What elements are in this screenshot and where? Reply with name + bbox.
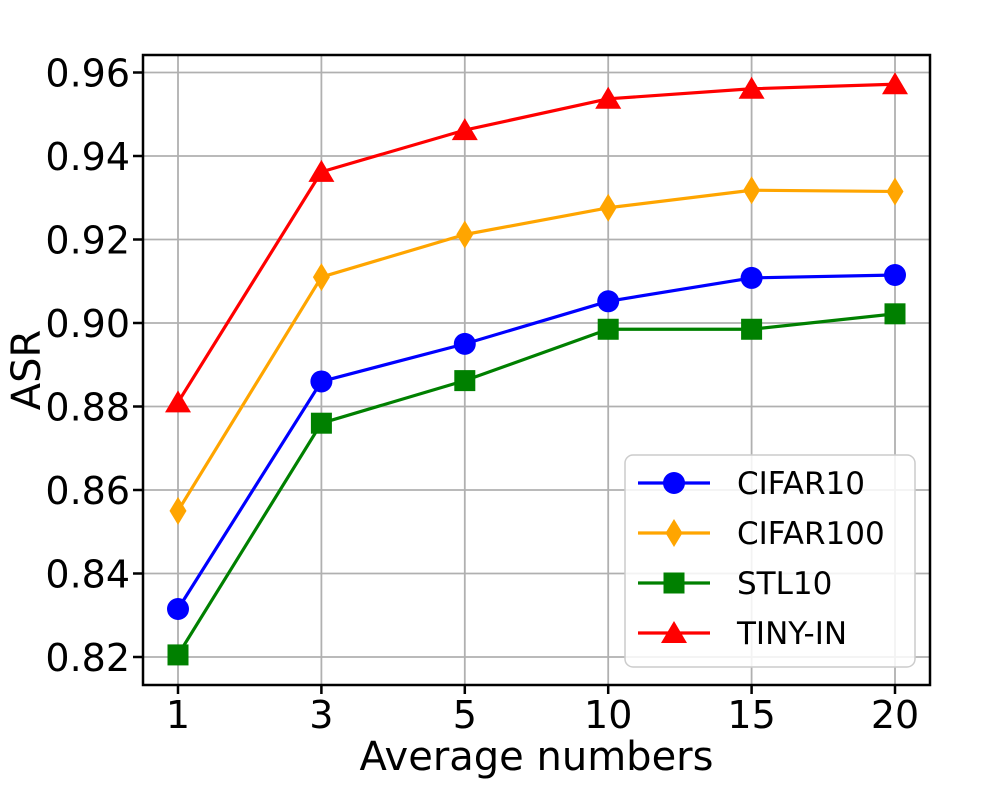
legend-label: CIFAR10: [737, 466, 865, 502]
triangle-marker-icon: [451, 118, 478, 141]
triangle-marker-icon: [738, 76, 765, 99]
square-marker-icon: [597, 318, 619, 340]
series-line-stl10: [176, 312, 896, 656]
y-tick-label: 0.82: [45, 636, 130, 680]
legend-diamond-marker-icon: [665, 519, 683, 547]
legend-item: CIFAR10: [638, 466, 865, 502]
circle-marker-icon: [884, 263, 906, 286]
legend-triangle-marker-icon: [661, 621, 687, 643]
triangle-marker-icon: [595, 86, 622, 109]
grid-layer: [143, 55, 930, 685]
series-line-tiny-in: [176, 82, 896, 404]
diamond-marker-icon: [599, 193, 617, 222]
series-layer: [165, 72, 908, 666]
x-tick-label: 3: [309, 693, 333, 737]
y-tick-label: 0.90: [45, 302, 130, 346]
triangle-marker-icon: [308, 159, 335, 182]
series-line-cifar100: [176, 188, 896, 512]
x-tick-label: 5: [453, 693, 477, 737]
axes-layer: 1 3 5 10 15 20 0.82 0.84 0.86 0.88 0.90 0.92 0.94 0.9…: [45, 52, 932, 737]
legend-square-marker-icon: [663, 572, 685, 594]
diamond-marker-icon: [456, 220, 474, 249]
circle-marker-icon: [167, 597, 189, 620]
circle-marker-icon: [597, 290, 620, 313]
y-tick-label: 0.92: [45, 219, 130, 263]
legend-item: STL10: [638, 566, 832, 602]
legend-item: TINY-IN: [638, 616, 847, 652]
series-line-cifar10: [176, 273, 896, 610]
triangle-marker-icon: [165, 390, 191, 413]
square-marker-icon: [741, 318, 763, 340]
y-axis-label: ASR: [4, 330, 50, 411]
y-tick-label: 0.84: [45, 553, 130, 597]
x-tick-label: 15: [727, 693, 775, 737]
x-tick-label: 1: [166, 693, 190, 737]
diamond-marker-icon: [743, 176, 761, 205]
diamond-marker-icon: [886, 177, 904, 206]
x-tick-label: 10: [584, 693, 632, 737]
circle-marker-icon: [310, 370, 333, 393]
square-marker-icon: [167, 644, 189, 666]
legend-item: CIFAR100: [638, 516, 885, 552]
square-marker-icon: [310, 412, 332, 434]
legend: CIFAR10 CIFAR100 STL10 TINY-IN: [624, 454, 916, 668]
square-marker-icon: [884, 303, 906, 325]
y-tick-label: 0.96: [45, 52, 130, 96]
x-axis-label: Average numbers: [360, 734, 714, 780]
x-tick-label: 20: [871, 693, 919, 737]
y-tick-label: 0.94: [45, 135, 130, 179]
legend-circle-marker-icon: [663, 472, 685, 494]
legend-label: STL10: [737, 566, 832, 602]
square-marker-icon: [454, 370, 476, 392]
legend-label: TINY-IN: [736, 616, 847, 652]
y-tick-label: 0.88: [45, 386, 130, 430]
circle-marker-icon: [453, 332, 476, 355]
diamond-marker-icon: [169, 496, 187, 525]
legend-label: CIFAR100: [737, 516, 885, 552]
diamond-marker-icon: [312, 263, 330, 292]
plot-border: [141, 53, 932, 687]
legend-box: [624, 454, 916, 668]
triangle-marker-icon: [882, 72, 908, 95]
y-tick-label: 0.86: [45, 469, 130, 513]
circle-marker-icon: [740, 266, 763, 289]
